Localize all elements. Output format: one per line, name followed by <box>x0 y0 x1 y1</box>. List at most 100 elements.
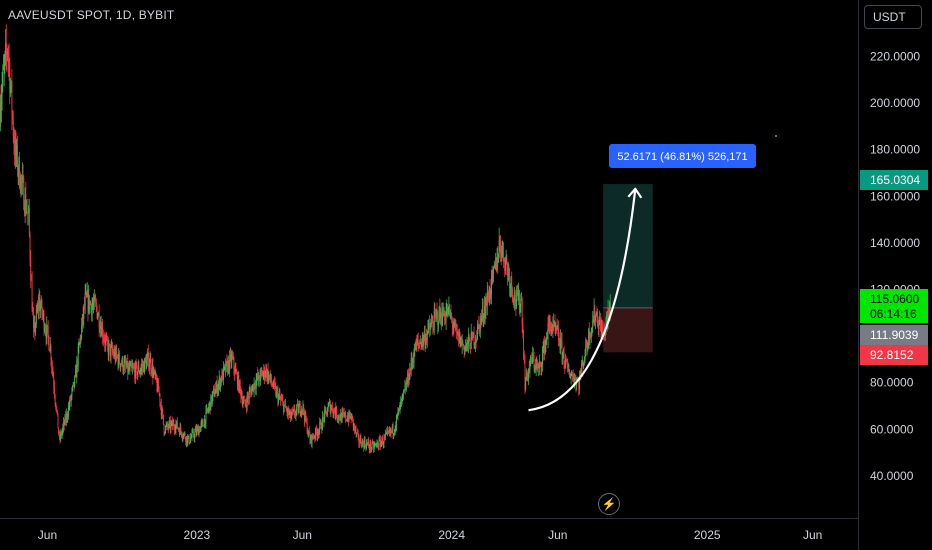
candle-body <box>574 377 576 379</box>
candle <box>86 282 88 298</box>
candle-body <box>347 417 349 422</box>
candle <box>130 360 132 366</box>
candle-body <box>71 389 73 396</box>
candle-body <box>592 319 594 328</box>
candle <box>547 316 549 349</box>
candle-body <box>151 364 153 374</box>
candle <box>490 288 492 304</box>
candle-body <box>212 391 214 396</box>
lightning-icon[interactable]: ⚡ <box>598 493 620 515</box>
candle <box>437 321 439 332</box>
candle-body <box>596 312 598 316</box>
candle <box>2 64 4 93</box>
candle <box>259 367 261 386</box>
candle <box>598 316 600 337</box>
candle-body <box>518 290 520 310</box>
candle-body <box>107 344 109 355</box>
candle-body <box>137 366 139 372</box>
candle <box>203 425 205 428</box>
candle <box>142 360 144 373</box>
candle <box>95 298 97 312</box>
candle <box>435 308 437 322</box>
candle <box>302 400 304 415</box>
candle <box>296 399 298 407</box>
candle <box>70 394 71 402</box>
candle <box>418 342 420 350</box>
candle <box>217 384 219 396</box>
candle-body <box>309 435 311 443</box>
candle <box>324 405 326 423</box>
candle <box>444 310 446 326</box>
candle-body <box>162 408 164 415</box>
candle-body <box>301 408 303 410</box>
candle <box>369 439 371 453</box>
candle <box>367 438 369 446</box>
candle <box>265 363 267 378</box>
candle-body <box>400 402 402 404</box>
candle <box>55 402 57 411</box>
candle <box>427 319 429 336</box>
candle-body <box>590 335 592 338</box>
candle <box>388 426 390 435</box>
candle <box>354 423 356 435</box>
candle <box>566 359 568 362</box>
candle <box>366 442 368 446</box>
candle <box>200 420 202 432</box>
current-price-bg <box>860 289 928 323</box>
candle <box>340 412 342 424</box>
candle <box>493 260 495 269</box>
candle-body <box>5 43 7 54</box>
candle-body <box>571 374 573 375</box>
candle-body <box>600 324 602 338</box>
candle <box>26 212 28 226</box>
currency-selector[interactable]: USDT <box>864 5 922 29</box>
candle-body <box>351 415 353 421</box>
candle <box>500 245 502 266</box>
candle <box>258 369 260 380</box>
candle <box>239 380 240 394</box>
candle <box>78 338 80 354</box>
candle <box>238 371 240 394</box>
candle-body <box>218 377 220 384</box>
candle <box>197 424 199 435</box>
candle <box>456 324 458 341</box>
candle <box>310 434 312 444</box>
position-zones <box>603 184 653 353</box>
candle <box>573 373 575 386</box>
candle-body <box>202 421 203 422</box>
candle <box>102 318 104 345</box>
candle-body <box>333 408 335 412</box>
candle <box>303 403 305 416</box>
candle-body <box>143 363 145 373</box>
candle-body <box>285 407 287 410</box>
candle-body <box>228 360 230 371</box>
candle <box>479 312 481 339</box>
candle <box>240 386 242 404</box>
candle-body <box>158 391 160 394</box>
candle-body <box>89 302 91 310</box>
candle <box>284 399 286 407</box>
candle <box>403 389 404 400</box>
candle <box>156 375 158 394</box>
candle-body <box>449 312 451 315</box>
candle-body <box>338 414 340 419</box>
candle <box>212 390 214 402</box>
candle <box>27 198 29 213</box>
candle-body <box>428 324 430 329</box>
candle <box>207 407 209 414</box>
candle-body <box>97 315 99 319</box>
candle-body <box>572 375 574 381</box>
candle <box>228 359 230 374</box>
candle <box>558 320 559 347</box>
candle <box>419 335 421 345</box>
candle <box>30 274 32 282</box>
candle-body <box>296 405 298 411</box>
candle <box>178 427 180 438</box>
candle-body <box>528 368 530 372</box>
candle <box>312 432 314 440</box>
candle <box>562 348 564 359</box>
candle-body <box>83 305 85 319</box>
candle-body <box>381 438 383 443</box>
